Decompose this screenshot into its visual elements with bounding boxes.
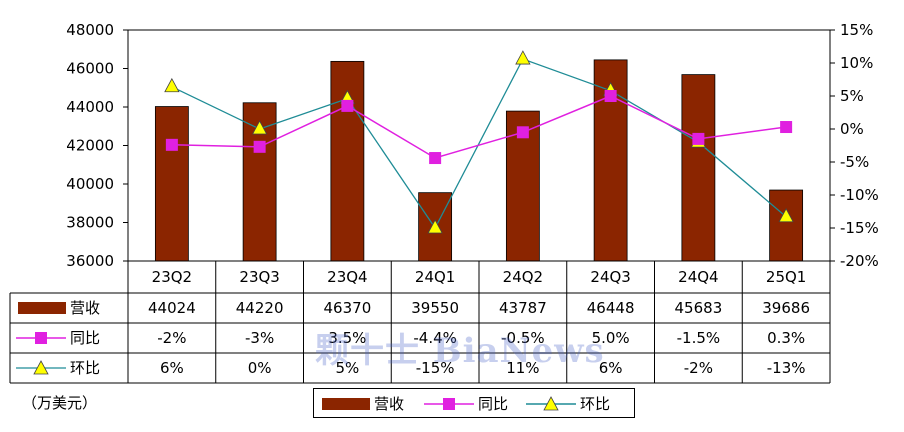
line-qoq [171, 58, 787, 230]
legend-label-qoq: 环比 [580, 395, 611, 413]
bar-revenue [769, 189, 804, 262]
right-tick-label: -5% [840, 153, 869, 171]
category-label: 23Q3 [239, 268, 279, 286]
left-tick-label: 44000 [66, 98, 114, 116]
legend-swatch-revenue [322, 398, 370, 410]
table-row-label-yoy: 同比 [70, 329, 100, 347]
left-tick-label: 42000 [66, 137, 114, 155]
table-cell: -2% [684, 359, 713, 377]
point-yoy [165, 138, 178, 151]
line-yoy [171, 95, 787, 159]
table-cell: 39550 [411, 299, 459, 317]
table-cell: 44024 [148, 299, 196, 317]
point-yoy [429, 152, 442, 165]
category-label: 23Q2 [152, 268, 192, 286]
table-cell: 0% [248, 359, 272, 377]
point-yoy [692, 132, 705, 145]
table-key-yoy-marker [35, 332, 47, 344]
table-cell: -15% [416, 359, 455, 377]
table-key-qoq-marker [33, 360, 49, 375]
point-qoq [251, 120, 268, 135]
category-label: 24Q3 [590, 268, 630, 286]
point-yoy [604, 90, 617, 102]
table-cell: 46448 [587, 299, 635, 317]
legend-marker-yoy [443, 398, 455, 410]
category-label: 24Q1 [415, 268, 455, 286]
point-qoq [427, 219, 443, 234]
left-tick-label: 38000 [66, 214, 114, 232]
table-cell: 43787 [499, 299, 547, 317]
table-cell: 5% [335, 359, 359, 377]
table-cell: -0.5% [501, 329, 545, 347]
right-tick-label: -15% [840, 219, 879, 237]
table-cell: 39686 [762, 299, 810, 317]
right-tick-label: 15% [840, 21, 873, 39]
right-tick-label: 0% [840, 120, 864, 138]
left-tick-label: 46000 [66, 60, 114, 78]
legend-markers [322, 396, 576, 411]
table-cell: 6% [599, 359, 623, 377]
category-label: 25Q1 [766, 268, 806, 286]
point-yoy [516, 126, 529, 139]
right-tick-label: -10% [840, 186, 879, 204]
category-label: 24Q2 [503, 268, 543, 286]
point-qoq [515, 50, 531, 65]
point-qoq [164, 77, 180, 93]
legend: 营收 同比 环比 [313, 388, 635, 418]
table-cell: -3% [245, 329, 274, 347]
table-cell: 46370 [324, 299, 372, 317]
bar-revenue [154, 106, 189, 262]
category-label: 23Q4 [327, 268, 367, 286]
table-cell: 5.0% [592, 329, 630, 347]
table-cell: 3.5% [328, 329, 366, 347]
unit-label: （万美元） [22, 394, 98, 412]
point-yoy [253, 140, 266, 153]
bar-revenue [681, 74, 716, 262]
table-row-label-revenue: 营收 [70, 299, 100, 317]
plot-area: 36000 38000 40000 42000 44000 46000 48000 -20% -… [66, 21, 878, 270]
table-cell: -1.5% [677, 329, 721, 347]
table-cell: -2% [157, 329, 186, 347]
point-qoq [778, 207, 794, 223]
point-yoy [780, 121, 793, 134]
table-row-label-qoq: 环比 [70, 359, 100, 377]
table-cell: 6% [160, 359, 184, 377]
table-cell: 44220 [236, 299, 284, 317]
right-tick-label: -20% [840, 252, 879, 270]
left-tick-label: 36000 [66, 252, 114, 270]
table-cell: -4.4% [413, 329, 457, 347]
table-cell: -13% [767, 359, 806, 377]
left-tick-label: 48000 [66, 21, 114, 39]
table-cell: 0.3% [767, 329, 805, 347]
legend-label-yoy: 同比 [478, 395, 509, 413]
table-cell: 11% [506, 359, 539, 377]
legend-label-revenue: 营收 [374, 395, 405, 413]
legend-marker-qoq [543, 396, 559, 411]
right-tick-label: 5% [840, 87, 864, 105]
right-tick-label: 10% [840, 54, 873, 72]
category-label: 24Q4 [678, 268, 718, 286]
table-key-revenue [18, 302, 66, 314]
point-yoy [341, 99, 354, 112]
left-tick-label: 40000 [66, 175, 114, 193]
table-cell: 45683 [675, 299, 723, 317]
